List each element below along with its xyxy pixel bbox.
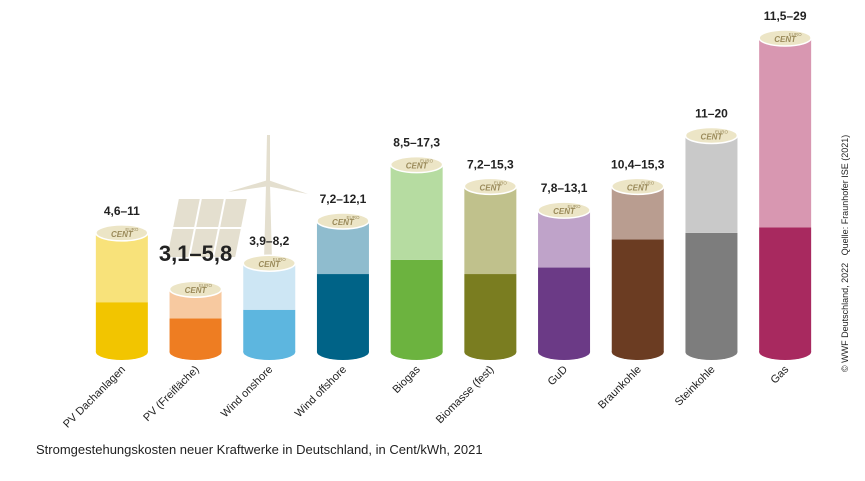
range-label: 7,8–13,1 [541, 181, 588, 195]
category-label: Wind offshore [293, 364, 349, 420]
coin [95, 224, 149, 242]
range-low [464, 274, 517, 352]
category-label: Wind onshore [219, 364, 275, 420]
range-high [759, 38, 812, 228]
range-low [316, 274, 369, 352]
wind-turbine [228, 135, 308, 260]
range-label: 11,5–29 [764, 9, 807, 23]
range-low [685, 232, 738, 352]
category-label: Gas [769, 363, 792, 386]
range-low [538, 267, 591, 352]
range-label: 11–20 [695, 106, 728, 120]
range-label: 7,2–15,3 [467, 157, 514, 171]
range-low [611, 239, 664, 352]
range-label: 3,9–8,2 [249, 234, 289, 248]
coin-small: EURO [125, 227, 139, 232]
coin [611, 177, 665, 196]
category-label: PV Dachanlagen [61, 364, 128, 431]
range-high [390, 164, 443, 260]
solar-panel [164, 197, 250, 259]
category-label: Biogas [390, 363, 423, 396]
coin-small: EURO [494, 180, 508, 185]
range-low [243, 309, 296, 352]
coin [389, 155, 444, 174]
coin [242, 254, 296, 272]
coin [316, 212, 370, 230]
range-high [538, 210, 591, 268]
coin-text: CENT [332, 218, 355, 227]
coin-text: CENT [627, 183, 650, 192]
range-label: 7,2–12,1 [320, 192, 367, 206]
coin [168, 280, 223, 298]
range-low [169, 318, 222, 352]
coin-small: EURO [715, 129, 729, 134]
coin-text: CENT [185, 286, 208, 295]
coin-small: EURO [346, 215, 360, 220]
coin-text: CENT [553, 207, 576, 216]
range-high [611, 186, 664, 240]
coin-small: EURO [273, 257, 287, 262]
range-high [464, 186, 517, 275]
coin-small: EURO [199, 283, 213, 288]
range-label: 10,4–15,3 [611, 157, 665, 171]
range-low [759, 227, 812, 352]
range-label: 3,1–5,8 [159, 241, 232, 266]
coin-small: EURO [789, 32, 803, 37]
coin-small: EURO [641, 180, 655, 185]
range-low [95, 302, 148, 352]
coin-text: CENT [701, 132, 724, 141]
range-low [390, 259, 443, 352]
category-label: GuD [546, 364, 571, 389]
coin-small: EURO [420, 159, 434, 164]
coin [537, 201, 591, 219]
source: © WWF Deutschland, 2022 Quelle: Fraunhof… [840, 135, 850, 372]
coin [463, 177, 518, 196]
range-label: 8,5–17,3 [393, 136, 440, 150]
coin-text: CENT [111, 230, 134, 239]
coin-text: CENT [406, 162, 429, 171]
coin-text: CENT [479, 183, 502, 192]
range-high [316, 220, 369, 275]
coin [758, 29, 812, 47]
range-high [95, 232, 148, 303]
coin-small: EURO [568, 204, 582, 209]
category-label: Biomasse (fest) [434, 364, 497, 427]
range-high [685, 135, 738, 233]
category-label: PV (Freifläche) [141, 364, 201, 424]
caption: Stromgestehungskosten neuer Kraftwerke i… [36, 442, 483, 457]
coin-text: CENT [258, 260, 281, 269]
coin [684, 126, 739, 145]
coin-text: CENT [774, 35, 797, 44]
category-label: Steinkohle [673, 364, 718, 409]
category-label: Braunkohle [596, 364, 644, 412]
range-label: 4,6–11 [104, 204, 140, 218]
